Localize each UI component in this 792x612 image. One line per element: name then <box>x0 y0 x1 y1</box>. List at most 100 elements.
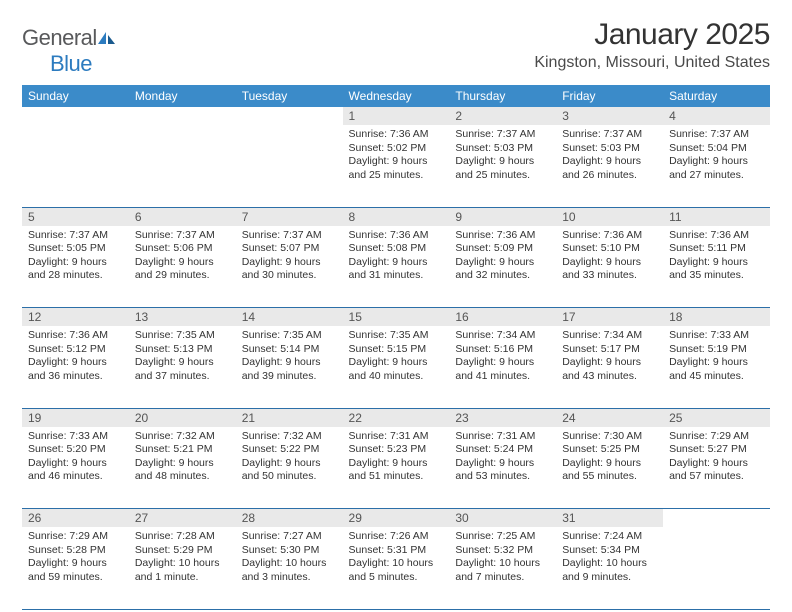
day-content: Sunrise: 7:29 AMSunset: 5:27 PMDaylight:… <box>663 427 770 491</box>
day-number-cell: 31 <box>556 509 663 528</box>
weekday-header: Sunday <box>22 85 129 107</box>
day-cell: Sunrise: 7:36 AMSunset: 5:08 PMDaylight:… <box>343 226 450 308</box>
sunrise-line: Sunrise: 7:37 AM <box>135 229 230 243</box>
sunset-line: Sunset: 5:10 PM <box>562 242 657 256</box>
sunset-line: Sunset: 5:20 PM <box>28 443 123 457</box>
day-content-row: Sunrise: 7:33 AMSunset: 5:20 PMDaylight:… <box>22 427 770 509</box>
day-cell: Sunrise: 7:36 AMSunset: 5:12 PMDaylight:… <box>22 326 129 408</box>
day-cell: Sunrise: 7:32 AMSunset: 5:22 PMDaylight:… <box>236 427 343 509</box>
day-number-cell: 26 <box>22 509 129 528</box>
day-cell: Sunrise: 7:35 AMSunset: 5:14 PMDaylight:… <box>236 326 343 408</box>
day-number-cell: 2 <box>449 107 556 125</box>
day-cell: Sunrise: 7:30 AMSunset: 5:25 PMDaylight:… <box>556 427 663 509</box>
daylight-line: Daylight: 9 hours and 28 minutes. <box>28 256 123 283</box>
logo-word-1: General <box>22 25 97 50</box>
daylight-line: Daylight: 9 hours and 37 minutes. <box>135 356 230 383</box>
sunset-line: Sunset: 5:04 PM <box>669 142 764 156</box>
sunset-line: Sunset: 5:12 PM <box>28 343 123 357</box>
day-number-cell: 1 <box>343 107 450 125</box>
daylight-line: Daylight: 9 hours and 30 minutes. <box>242 256 337 283</box>
day-number-cell: 14 <box>236 308 343 327</box>
sunset-line: Sunset: 5:23 PM <box>349 443 444 457</box>
daylight-line: Daylight: 9 hours and 31 minutes. <box>349 256 444 283</box>
day-cell: Sunrise: 7:36 AMSunset: 5:09 PMDaylight:… <box>449 226 556 308</box>
location: Kingston, Missouri, United States <box>534 54 770 72</box>
day-content: Sunrise: 7:31 AMSunset: 5:24 PMDaylight:… <box>449 427 556 491</box>
day-cell: Sunrise: 7:29 AMSunset: 5:28 PMDaylight:… <box>22 527 129 609</box>
day-number-cell <box>22 107 129 125</box>
sunset-line: Sunset: 5:29 PM <box>135 544 230 558</box>
sunset-line: Sunset: 5:16 PM <box>455 343 550 357</box>
day-content: Sunrise: 7:36 AMSunset: 5:02 PMDaylight:… <box>343 125 450 189</box>
day-cell: Sunrise: 7:35 AMSunset: 5:15 PMDaylight:… <box>343 326 450 408</box>
sunset-line: Sunset: 5:15 PM <box>349 343 444 357</box>
sunrise-line: Sunrise: 7:29 AM <box>28 530 123 544</box>
day-content: Sunrise: 7:37 AMSunset: 5:03 PMDaylight:… <box>556 125 663 189</box>
sunset-line: Sunset: 5:14 PM <box>242 343 337 357</box>
daylight-line: Daylight: 9 hours and 50 minutes. <box>242 457 337 484</box>
day-number-cell: 3 <box>556 107 663 125</box>
sunset-line: Sunset: 5:05 PM <box>28 242 123 256</box>
day-number-cell: 22 <box>343 408 450 427</box>
sunrise-line: Sunrise: 7:33 AM <box>669 329 764 343</box>
day-number-cell: 12 <box>22 308 129 327</box>
logo: GeneralBlue <box>22 18 117 77</box>
sunset-line: Sunset: 5:13 PM <box>135 343 230 357</box>
day-content: Sunrise: 7:36 AMSunset: 5:10 PMDaylight:… <box>556 226 663 290</box>
sunrise-line: Sunrise: 7:36 AM <box>562 229 657 243</box>
sunset-line: Sunset: 5:08 PM <box>349 242 444 256</box>
daylight-line: Daylight: 9 hours and 48 minutes. <box>135 457 230 484</box>
day-number-cell: 18 <box>663 308 770 327</box>
day-cell: Sunrise: 7:36 AMSunset: 5:10 PMDaylight:… <box>556 226 663 308</box>
sunset-line: Sunset: 5:19 PM <box>669 343 764 357</box>
sunset-line: Sunset: 5:25 PM <box>562 443 657 457</box>
daylight-line: Daylight: 10 hours and 9 minutes. <box>562 557 657 584</box>
day-number-row: 19202122232425 <box>22 408 770 427</box>
sunrise-line: Sunrise: 7:31 AM <box>455 430 550 444</box>
day-number-cell <box>129 107 236 125</box>
day-content: Sunrise: 7:35 AMSunset: 5:13 PMDaylight:… <box>129 326 236 390</box>
daylight-line: Daylight: 9 hours and 25 minutes. <box>349 155 444 182</box>
daylight-line: Daylight: 9 hours and 40 minutes. <box>349 356 444 383</box>
day-number-cell: 13 <box>129 308 236 327</box>
day-number-cell: 29 <box>343 509 450 528</box>
day-content: Sunrise: 7:32 AMSunset: 5:21 PMDaylight:… <box>129 427 236 491</box>
sunrise-line: Sunrise: 7:36 AM <box>455 229 550 243</box>
daylight-line: Daylight: 9 hours and 46 minutes. <box>28 457 123 484</box>
sunrise-line: Sunrise: 7:37 AM <box>28 229 123 243</box>
sunrise-line: Sunrise: 7:35 AM <box>242 329 337 343</box>
sunrise-line: Sunrise: 7:26 AM <box>349 530 444 544</box>
day-number-cell: 11 <box>663 207 770 226</box>
day-cell <box>236 125 343 207</box>
weekday-header: Thursday <box>449 85 556 107</box>
weekday-header: Friday <box>556 85 663 107</box>
day-number-cell: 15 <box>343 308 450 327</box>
sunset-line: Sunset: 5:32 PM <box>455 544 550 558</box>
day-number-cell: 30 <box>449 509 556 528</box>
day-number-row: 12131415161718 <box>22 308 770 327</box>
day-content: Sunrise: 7:24 AMSunset: 5:34 PMDaylight:… <box>556 527 663 591</box>
sunrise-line: Sunrise: 7:37 AM <box>455 128 550 142</box>
day-number-cell: 10 <box>556 207 663 226</box>
sunrise-line: Sunrise: 7:24 AM <box>562 530 657 544</box>
sunrise-line: Sunrise: 7:25 AM <box>455 530 550 544</box>
daylight-line: Daylight: 9 hours and 41 minutes. <box>455 356 550 383</box>
sunrise-line: Sunrise: 7:34 AM <box>455 329 550 343</box>
daylight-line: Daylight: 9 hours and 29 minutes. <box>135 256 230 283</box>
day-cell: Sunrise: 7:31 AMSunset: 5:23 PMDaylight:… <box>343 427 450 509</box>
day-number-cell: 21 <box>236 408 343 427</box>
page-header: GeneralBlue January 2025 Kingston, Misso… <box>22 18 770 77</box>
sunset-line: Sunset: 5:07 PM <box>242 242 337 256</box>
daylight-line: Daylight: 9 hours and 33 minutes. <box>562 256 657 283</box>
day-cell <box>663 527 770 609</box>
sunset-line: Sunset: 5:28 PM <box>28 544 123 558</box>
day-cell: Sunrise: 7:36 AMSunset: 5:02 PMDaylight:… <box>343 125 450 207</box>
sunset-line: Sunset: 5:21 PM <box>135 443 230 457</box>
day-number-cell: 28 <box>236 509 343 528</box>
day-number-cell: 16 <box>449 308 556 327</box>
day-cell: Sunrise: 7:32 AMSunset: 5:21 PMDaylight:… <box>129 427 236 509</box>
day-number-cell: 19 <box>22 408 129 427</box>
day-number-cell: 23 <box>449 408 556 427</box>
sunrise-line: Sunrise: 7:36 AM <box>669 229 764 243</box>
day-cell <box>129 125 236 207</box>
